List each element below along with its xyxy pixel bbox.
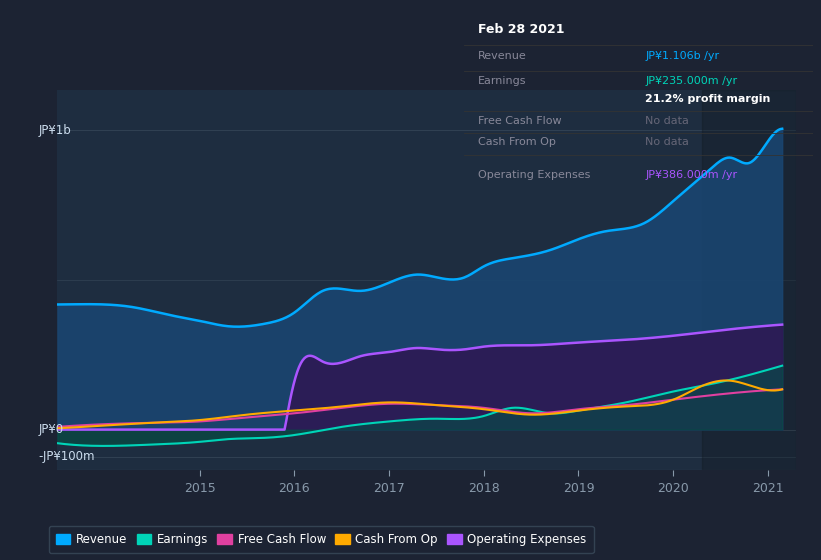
Text: JP¥235.000m /yr: JP¥235.000m /yr (645, 76, 737, 86)
Text: No data: No data (645, 116, 689, 126)
Text: JP¥1b: JP¥1b (39, 124, 71, 137)
Text: JP¥1.106b /yr: JP¥1.106b /yr (645, 51, 719, 60)
Text: Free Cash Flow: Free Cash Flow (478, 116, 562, 126)
Text: Operating Expenses: Operating Expenses (478, 170, 590, 180)
Text: Revenue: Revenue (478, 51, 526, 60)
Text: No data: No data (645, 137, 689, 147)
Legend: Revenue, Earnings, Free Cash Flow, Cash From Op, Operating Expenses: Revenue, Earnings, Free Cash Flow, Cash … (48, 526, 594, 553)
Text: Feb 28 2021: Feb 28 2021 (478, 22, 564, 35)
Text: Earnings: Earnings (478, 76, 526, 86)
Text: Cash From Op: Cash From Op (478, 137, 556, 147)
Text: 21.2% profit margin: 21.2% profit margin (645, 94, 771, 104)
Text: JP¥0: JP¥0 (39, 423, 64, 436)
Text: -JP¥100m: -JP¥100m (39, 450, 95, 463)
Text: JP¥386.000m /yr: JP¥386.000m /yr (645, 170, 737, 180)
Bar (702, 90, 796, 470)
